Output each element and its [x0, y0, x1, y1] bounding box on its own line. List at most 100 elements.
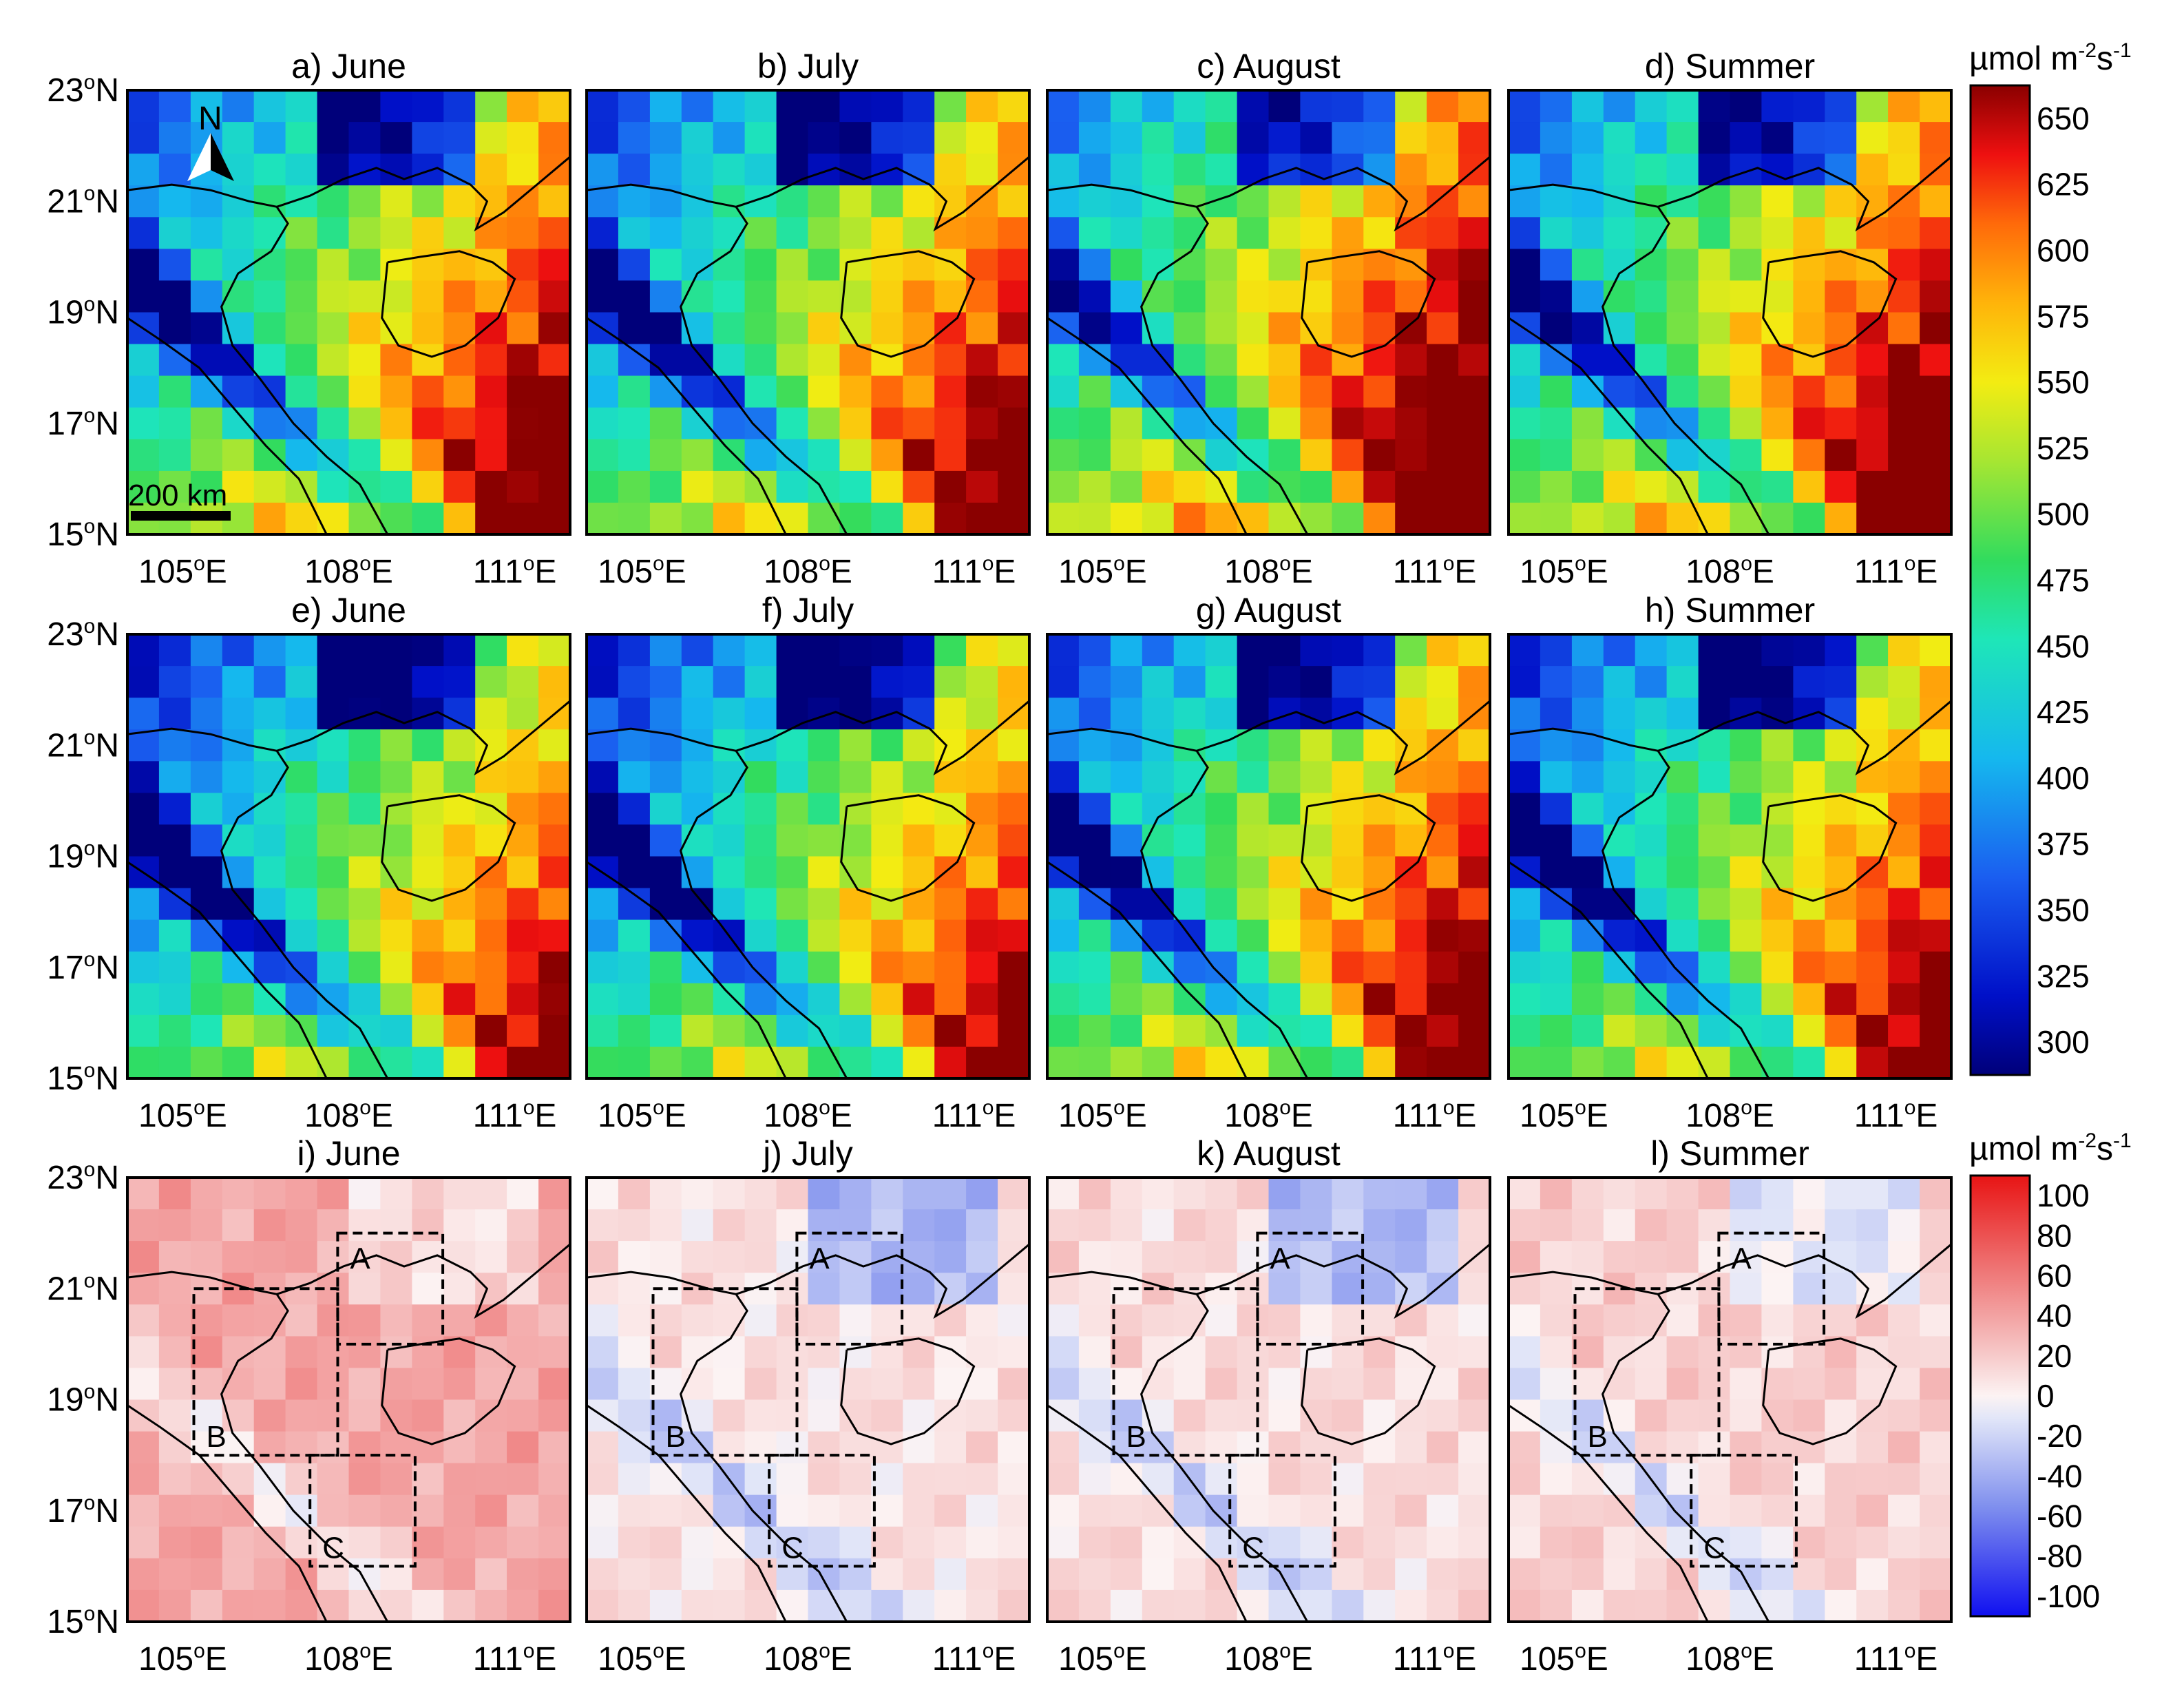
field-cell [158, 983, 191, 1016]
field-cell [1205, 1589, 1238, 1622]
field-cell [839, 1463, 872, 1496]
x-tick-label: 111oE [1393, 1096, 1477, 1134]
field-cell [317, 1014, 350, 1047]
field-cell [1793, 824, 1826, 857]
field-cell [317, 407, 350, 440]
field-cell [966, 1399, 998, 1432]
field-cell [713, 249, 746, 282]
field-cell [1047, 439, 1080, 472]
field-cell [443, 729, 476, 762]
field-cell [1427, 951, 1459, 984]
field-cell [776, 1209, 809, 1242]
absolute-colorbar-ticks: 6506256005755505255004754504254003753503… [2037, 101, 2090, 1060]
field-cell [1205, 1399, 1238, 1432]
field-cell [158, 1368, 191, 1401]
field-cell [1300, 1526, 1333, 1559]
field-cell [190, 1304, 223, 1337]
field-cell [1205, 793, 1238, 826]
field-cell [222, 983, 255, 1016]
field-cell [1332, 375, 1365, 408]
field-cell [649, 761, 682, 794]
field-cell [348, 1014, 381, 1047]
field-cell [158, 249, 191, 282]
field-cell [1237, 312, 1270, 345]
field-cell [507, 344, 539, 377]
field-cell [1395, 793, 1427, 826]
field-cell [1730, 793, 1763, 826]
field-cell [1427, 1526, 1459, 1559]
x-tick-label: 111oE [473, 1096, 557, 1134]
field-cell [1427, 1014, 1459, 1047]
field-cell [1856, 1526, 1889, 1559]
field-cell [1142, 919, 1175, 952]
field-cell [1920, 888, 1952, 921]
field-cell [1427, 1209, 1459, 1242]
field-cell [1047, 983, 1080, 1016]
field-cell [744, 1463, 777, 1496]
field-cell [285, 1178, 318, 1210]
field-cell [1856, 1589, 1889, 1622]
colorbar-tick-label: 400 [2037, 760, 2090, 796]
field-cell [934, 888, 967, 921]
field-cell [538, 1304, 571, 1337]
colorbar-tick-label: -60 [2037, 1498, 2082, 1534]
field-cell [1888, 407, 1920, 440]
field-cell [348, 666, 381, 698]
field-cell [190, 1494, 223, 1527]
field-cell [475, 1014, 507, 1047]
field-cell [412, 1399, 445, 1432]
field-cell [1888, 90, 1920, 123]
field-cell [744, 280, 777, 313]
field-cell [1793, 951, 1826, 984]
field-cell [681, 761, 714, 794]
field-cell [222, 698, 255, 730]
field-cell [1509, 793, 1541, 826]
field-cell [538, 439, 571, 472]
field-cell [443, 1526, 476, 1559]
region-box [192, 1287, 339, 1457]
field-cell [839, 1241, 872, 1273]
field-cell [1173, 1526, 1206, 1559]
field-cell [1110, 1304, 1143, 1337]
field-cell [1666, 249, 1699, 282]
field-cell [475, 666, 507, 698]
field-cell [1730, 1399, 1763, 1432]
field-cell [1458, 280, 1491, 313]
field-cell [127, 698, 160, 730]
field-cell [380, 1558, 413, 1591]
field-cell [1540, 154, 1573, 186]
field-cell [618, 502, 651, 535]
field-cell [222, 122, 255, 154]
field-cell [1761, 1241, 1794, 1273]
field-cell [1635, 280, 1668, 313]
field-cell [1332, 1368, 1365, 1401]
region-label: A [809, 1242, 830, 1276]
field-cell [1920, 280, 1952, 313]
field-cell [1793, 1368, 1826, 1401]
field-cell [1856, 1304, 1889, 1337]
field-cell [1268, 217, 1301, 250]
field-cell [1300, 951, 1333, 984]
field-cell [1268, 249, 1301, 282]
field-cell [871, 470, 904, 503]
field-cell [1761, 407, 1794, 440]
field-cell [127, 919, 160, 952]
field-cell [1395, 698, 1427, 730]
field-cell [808, 90, 841, 123]
field-cell [998, 1336, 1030, 1369]
field-cell [1793, 185, 1826, 218]
field-cell [1730, 439, 1763, 472]
field-cell [1540, 122, 1573, 154]
border-line [586, 1404, 787, 1622]
field-cell [1540, 375, 1573, 408]
field-cell [253, 280, 286, 313]
field-cell [1698, 407, 1731, 440]
field-cell [1761, 1463, 1794, 1496]
panel-title: a) June [291, 47, 406, 85]
field-cell [317, 1399, 350, 1432]
coastline-north [276, 156, 571, 232]
field-cell [412, 470, 445, 503]
field-cell [1856, 1399, 1889, 1432]
field-cell [348, 185, 381, 218]
x-tick-label: 108oE [1686, 1640, 1774, 1678]
